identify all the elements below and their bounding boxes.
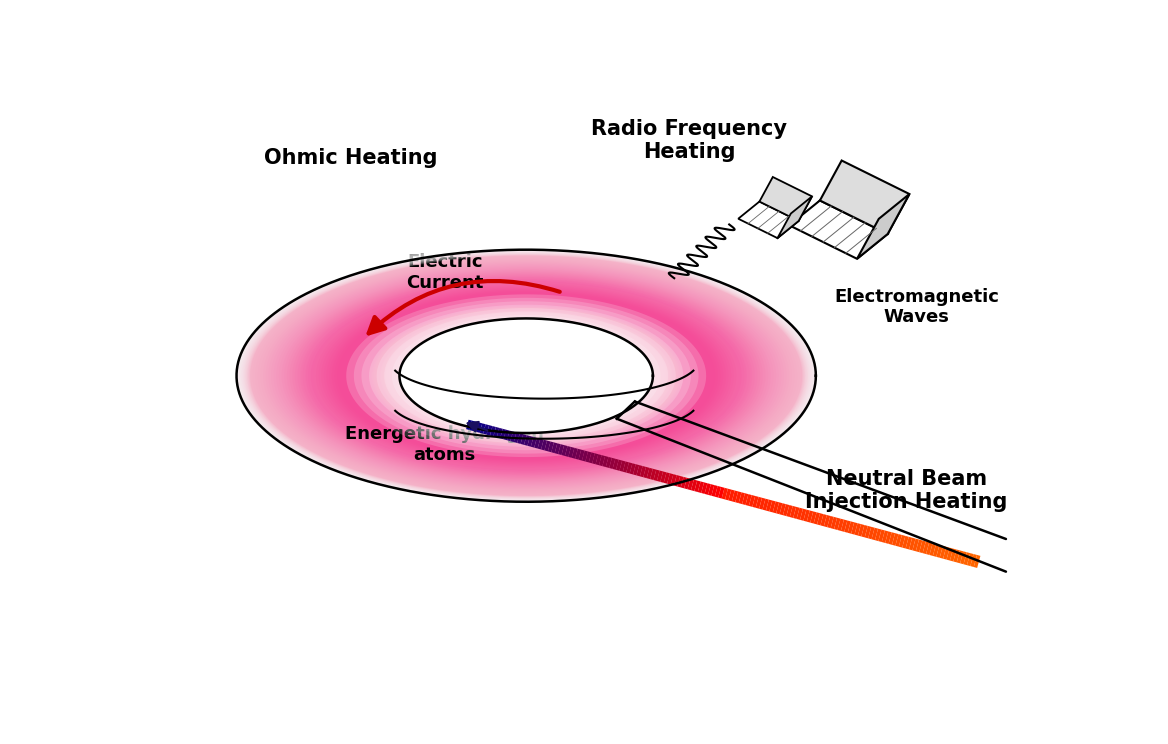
FancyArrowPatch shape bbox=[467, 422, 487, 432]
Text: Electric
Current: Electric Current bbox=[406, 253, 484, 292]
Polygon shape bbox=[857, 194, 910, 259]
Polygon shape bbox=[820, 161, 910, 234]
Polygon shape bbox=[354, 298, 698, 454]
Text: Energetic hydrogen
atoms: Energetic hydrogen atoms bbox=[346, 425, 544, 464]
Polygon shape bbox=[235, 249, 818, 502]
Polygon shape bbox=[399, 318, 653, 433]
Polygon shape bbox=[399, 318, 653, 433]
Polygon shape bbox=[214, 240, 839, 512]
Polygon shape bbox=[324, 286, 729, 465]
Polygon shape bbox=[216, 240, 836, 511]
Polygon shape bbox=[207, 237, 846, 515]
Polygon shape bbox=[206, 236, 847, 516]
Text: Radio Frequency
Heating: Radio Frequency Heating bbox=[591, 119, 787, 162]
Polygon shape bbox=[346, 295, 707, 457]
Polygon shape bbox=[369, 305, 683, 446]
Polygon shape bbox=[234, 248, 819, 503]
Polygon shape bbox=[338, 292, 715, 459]
Polygon shape bbox=[237, 250, 815, 501]
Polygon shape bbox=[391, 315, 661, 437]
Polygon shape bbox=[228, 246, 825, 505]
Polygon shape bbox=[311, 281, 742, 470]
Polygon shape bbox=[384, 312, 668, 440]
Text: Electromagnetic
Waves: Electromagnetic Waves bbox=[834, 288, 999, 327]
Polygon shape bbox=[327, 288, 725, 464]
Polygon shape bbox=[223, 243, 829, 508]
Text: Neutral Beam
Injection Heating: Neutral Beam Injection Heating bbox=[805, 469, 1008, 512]
Polygon shape bbox=[321, 286, 731, 466]
FancyArrowPatch shape bbox=[369, 281, 559, 333]
Polygon shape bbox=[213, 239, 840, 513]
Polygon shape bbox=[332, 290, 721, 461]
Polygon shape bbox=[209, 237, 843, 514]
Polygon shape bbox=[340, 293, 712, 458]
Polygon shape bbox=[227, 246, 826, 506]
Polygon shape bbox=[313, 282, 739, 469]
Polygon shape bbox=[217, 241, 835, 510]
Text: Ohmic Heating: Ohmic Heating bbox=[264, 148, 437, 168]
Polygon shape bbox=[221, 243, 832, 509]
Polygon shape bbox=[790, 200, 888, 259]
Polygon shape bbox=[203, 235, 849, 516]
Polygon shape bbox=[319, 284, 734, 467]
Polygon shape bbox=[361, 301, 691, 450]
Polygon shape bbox=[237, 250, 815, 501]
Polygon shape bbox=[334, 291, 718, 461]
Polygon shape bbox=[230, 247, 822, 504]
Polygon shape bbox=[210, 238, 842, 513]
Polygon shape bbox=[329, 289, 723, 463]
Polygon shape bbox=[317, 283, 736, 468]
Polygon shape bbox=[220, 242, 833, 510]
Polygon shape bbox=[231, 248, 821, 504]
Polygon shape bbox=[738, 202, 799, 238]
Polygon shape bbox=[778, 196, 812, 238]
Polygon shape bbox=[759, 177, 812, 221]
Polygon shape bbox=[224, 244, 828, 507]
Polygon shape bbox=[376, 308, 676, 443]
